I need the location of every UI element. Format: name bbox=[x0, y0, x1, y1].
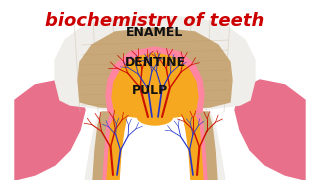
Polygon shape bbox=[85, 112, 125, 180]
Text: biochemistry of teeth: biochemistry of teeth bbox=[45, 12, 265, 30]
Text: DENTINE: DENTINE bbox=[124, 57, 186, 69]
Polygon shape bbox=[185, 112, 225, 180]
Polygon shape bbox=[190, 115, 207, 180]
Polygon shape bbox=[93, 112, 122, 180]
Text: ENAMEL: ENAMEL bbox=[126, 26, 184, 39]
Polygon shape bbox=[188, 112, 217, 180]
Polygon shape bbox=[55, 16, 255, 112]
Polygon shape bbox=[107, 116, 127, 180]
Ellipse shape bbox=[138, 109, 172, 125]
Polygon shape bbox=[15, 80, 85, 180]
Polygon shape bbox=[183, 116, 203, 180]
Polygon shape bbox=[106, 47, 204, 116]
Polygon shape bbox=[103, 115, 120, 180]
Polygon shape bbox=[112, 53, 198, 118]
Polygon shape bbox=[78, 28, 232, 109]
Polygon shape bbox=[235, 80, 305, 180]
Text: PULP: PULP bbox=[132, 84, 168, 96]
